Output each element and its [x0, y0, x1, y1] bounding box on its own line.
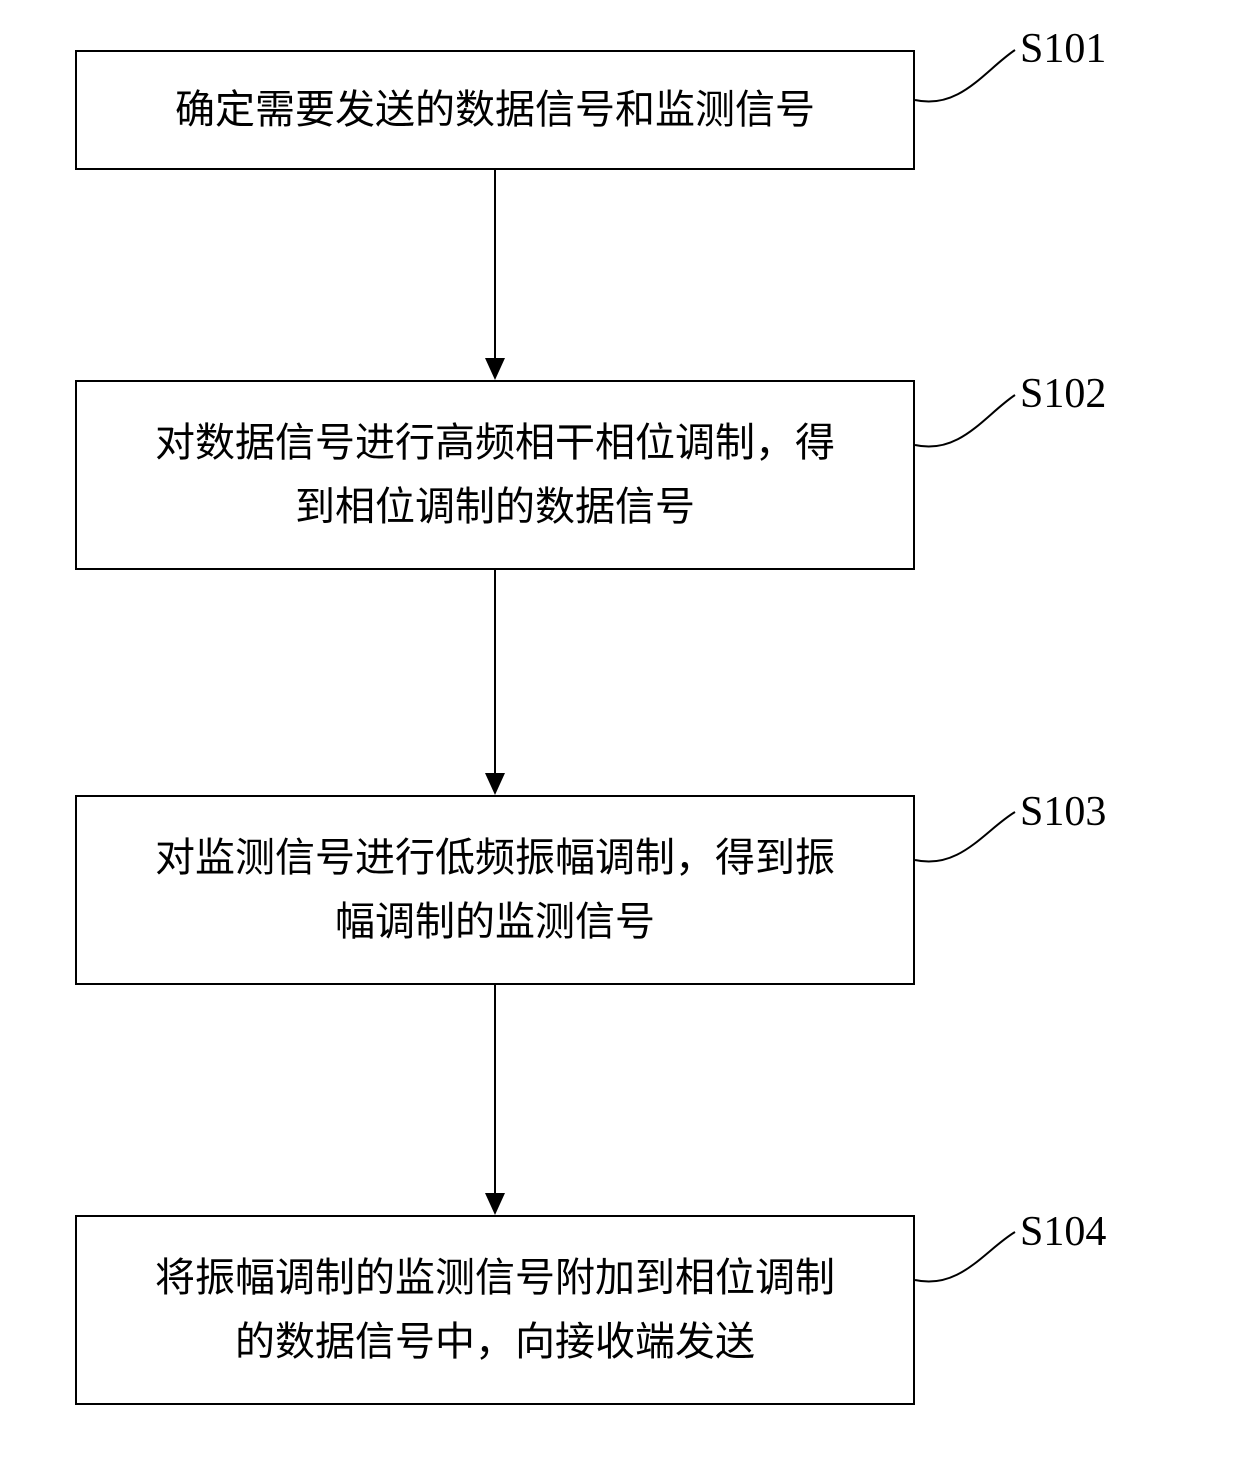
flowchart-canvas: 确定需要发送的数据信号和监测信号S101对数据信号进行高频相干相位调制，得 到相… [0, 0, 1240, 1475]
flowchart-label-connector [0, 0, 1240, 1475]
